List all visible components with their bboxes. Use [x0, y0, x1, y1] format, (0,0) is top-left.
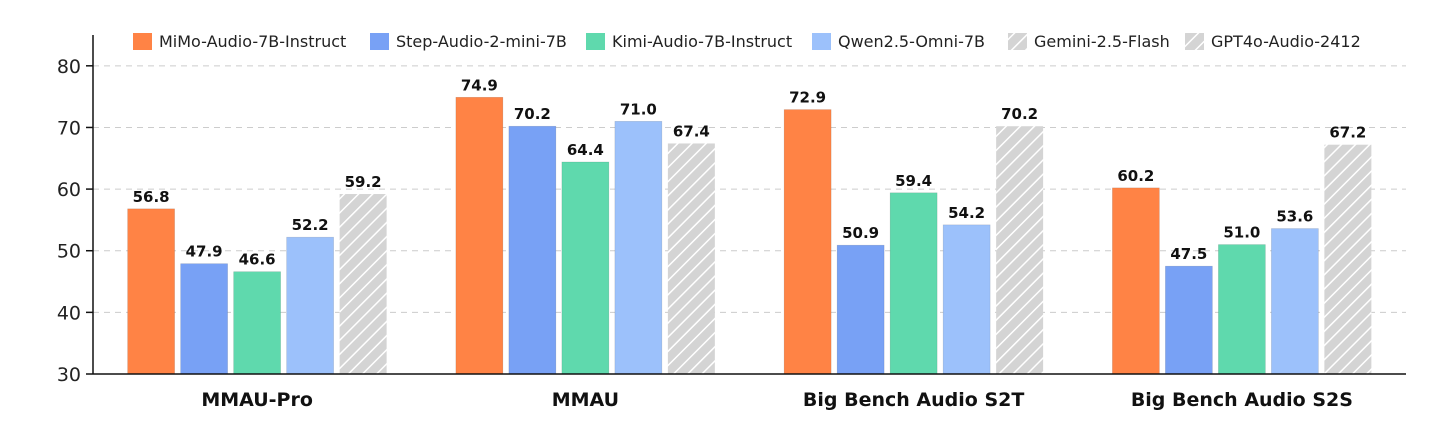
axes: 30 40 50 60 70 80 MMAU-Pro MMAU Big Bench Audio …	[57, 35, 1406, 411]
bar-value-label: 67.2	[1329, 124, 1366, 142]
legend-swatch	[812, 33, 831, 50]
bar-value-label: 50.9	[842, 224, 879, 242]
bar	[942, 224, 991, 375]
legend-swatch	[1185, 33, 1204, 50]
bar	[1271, 228, 1319, 375]
bars: 56.8 47.9 46.6 52.2 59.2 74.9 70.2 64.4 71.0 67.4…	[127, 76, 1372, 375]
bar-value-label: 54.2	[948, 204, 985, 222]
bar-value-label: 47.5	[1170, 245, 1207, 263]
y-tick-label: 50	[57, 241, 81, 263]
bar-value-label: 74.9	[461, 76, 498, 94]
bar	[836, 244, 885, 375]
bar	[996, 126, 1044, 374]
y-tick-label: 30	[57, 364, 81, 386]
bar	[889, 192, 938, 375]
legend-label: Step-Audio-2-mini-7B	[396, 32, 567, 51]
bar-value-label: 60.2	[1117, 167, 1154, 185]
bar-value-label: 53.6	[1276, 208, 1313, 226]
bar	[286, 236, 334, 375]
bar	[667, 143, 715, 374]
legend-swatch	[370, 33, 389, 50]
x-category-label: Big Bench Audio S2T	[803, 389, 1024, 411]
bar-value-label: 70.2	[514, 105, 551, 123]
bar	[127, 208, 175, 375]
bar-value-label: 64.4	[567, 141, 604, 159]
legend-item: Kimi-Audio-7B-Instruct	[586, 32, 792, 51]
bar-value-label: 59.2	[345, 173, 382, 191]
legend-item: Gemini-2.5-Flash	[1008, 32, 1170, 51]
bar	[1218, 244, 1266, 375]
bar	[233, 271, 281, 375]
y-tick-label: 70	[57, 117, 81, 139]
bar-value-label: 59.4	[895, 172, 932, 190]
x-category-label: MMAU-Pro	[201, 389, 313, 411]
bar-value-label: 46.6	[239, 251, 276, 269]
legend-swatch	[586, 33, 605, 50]
bar-value-label: 72.9	[789, 89, 826, 107]
bar	[1165, 265, 1213, 375]
bar-value-label: 52.2	[292, 216, 329, 234]
bar-value-label: 47.9	[186, 243, 223, 261]
legend: MiMo-Audio-7B-Instruct Step-Audio-2-mini-…	[133, 32, 1361, 51]
y-tick-label: 40	[57, 302, 81, 324]
legend-label: GPT4o-Audio-2412	[1211, 32, 1361, 51]
legend-item: GPT4o-Audio-2412	[1185, 32, 1361, 51]
legend-swatch	[1008, 33, 1027, 50]
legend-label: MiMo-Audio-7B-Instruct	[159, 32, 346, 51]
bar	[339, 194, 387, 374]
bar-value-label: 56.8	[133, 188, 170, 206]
x-category-label: Big Bench Audio S2S	[1131, 389, 1353, 411]
bar	[561, 161, 610, 375]
bar-value-label: 67.4	[673, 122, 710, 140]
y-tick-label: 60	[57, 179, 81, 201]
bar	[1112, 187, 1160, 375]
bar-value-label: 70.2	[1001, 105, 1038, 123]
bar	[180, 263, 228, 375]
bar	[1324, 144, 1372, 374]
legend-label: Gemini-2.5-Flash	[1034, 32, 1170, 51]
bar	[783, 109, 832, 375]
y-tick-label: 80	[57, 56, 81, 78]
bar	[455, 96, 504, 375]
bar-value-label: 71.0	[620, 100, 657, 118]
bar-value-label: 51.0	[1223, 224, 1260, 242]
legend-label: Qwen2.5-Omni-7B	[838, 32, 985, 51]
legend-item: Qwen2.5-Omni-7B	[812, 32, 985, 51]
legend-item: MiMo-Audio-7B-Instruct	[133, 32, 346, 51]
x-category-label: MMAU	[552, 389, 619, 411]
legend-label: Kimi-Audio-7B-Instruct	[612, 32, 792, 51]
bar	[508, 125, 557, 375]
legend-swatch	[133, 33, 152, 50]
legend-item: Step-Audio-2-mini-7B	[370, 32, 567, 51]
bar	[614, 120, 663, 375]
